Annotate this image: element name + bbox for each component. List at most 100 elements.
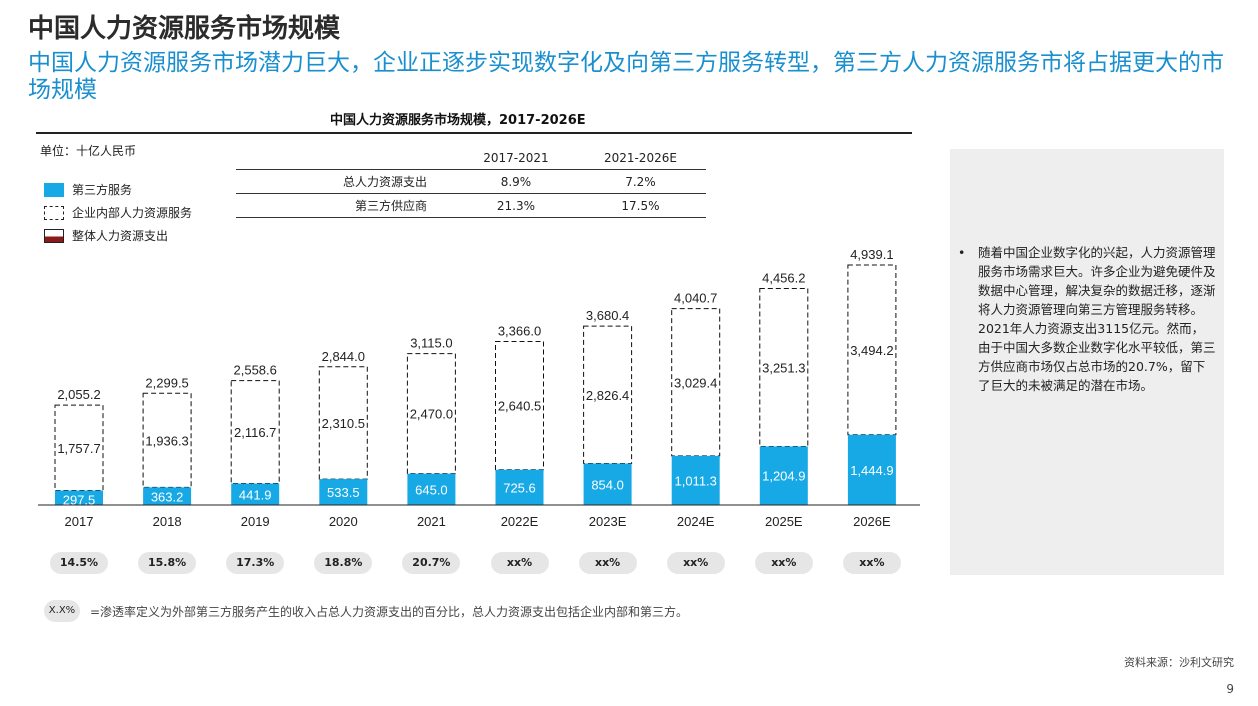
bar-internal <box>406 353 456 475</box>
page-subtitle: 中国人力资源服务市场潜力巨大，企业正逐步实现数字化及向第三方服务转型，第三方人力… <box>28 50 1224 103</box>
bar-internal <box>142 392 192 488</box>
total-value-label: 3,366.0 <box>498 323 541 338</box>
penetration-pill: xx% <box>754 552 813 574</box>
chart-title: 中国人力资源服务市场规模，2017-2026E <box>330 113 586 128</box>
commentary-panel <box>950 149 1224 575</box>
legend-label: 企业内部人力资源服务 <box>72 206 193 220</box>
cagr-cell: 21.3% <box>496 198 535 213</box>
internal-value-label: 3,251.3 <box>762 360 805 375</box>
bar-third-party <box>319 479 368 505</box>
bar-third-party <box>671 455 720 505</box>
third-party-value-label: 441.9 <box>239 487 272 502</box>
cagr-row-label: 总人力资源支出 <box>342 175 427 189</box>
third-party-value-label: 725.6 <box>503 480 536 495</box>
chart-legend: 第三方服务 企业内部人力资源服务 整体人力资源支出 <box>44 178 192 247</box>
bar-internal <box>54 404 104 492</box>
penetration-pill: xx% <box>666 552 725 574</box>
bar-third-party <box>583 463 632 505</box>
cagr-row-label: 第三方供应商 <box>354 199 427 213</box>
cagr-header: 2017-2021 <box>483 150 549 165</box>
total-value-label: 4,040.7 <box>674 291 717 306</box>
stacked-bar-chart: 2,055.2 1,757.7 297.5 2017 2,299.5 1,936.3 363… <box>38 247 920 529</box>
total-value-label: 3,680.4 <box>586 308 629 323</box>
cagr-cell: 7.2% <box>625 174 656 189</box>
total-value-label: 3,115.0 <box>410 336 452 351</box>
bar-internal <box>671 308 721 457</box>
internal-value-label: 2,470.0 <box>410 407 453 422</box>
total-value-label: 4,939.1 <box>850 247 893 262</box>
total-value-label: 2,844.0 <box>322 349 365 364</box>
internal-value-label: 3,029.4 <box>674 375 717 390</box>
x-tick-label: 2024E <box>677 514 715 529</box>
third-party-value-label: 297.5 <box>63 493 96 508</box>
total-value-label: 4,456.2 <box>762 270 805 285</box>
bar-third-party <box>231 483 280 505</box>
internal-value-label: 1,757.7 <box>57 441 100 456</box>
third-party-value-label: 854.0 <box>591 477 624 492</box>
x-tick-label: 2023E <box>589 514 627 529</box>
cagr-row: 总人力资源支出 8.9% 7.2% <box>236 170 706 194</box>
third-party-value-label: 645.0 <box>415 482 448 497</box>
penetration-pill: xx% <box>490 552 549 574</box>
x-tick-label: 2026E <box>853 514 891 529</box>
x-tick-label: 2022E <box>501 514 539 529</box>
penetration-pill: xx% <box>578 552 637 574</box>
x-tick-label: 2020 <box>329 514 358 529</box>
total-value-label: 2,055.2 <box>57 387 100 402</box>
third-party-value-label: 1,011.3 <box>674 473 716 488</box>
legend-item-third-party: 第三方服务 <box>44 178 192 201</box>
penetration-pill: 18.8% <box>314 552 373 574</box>
penetration-pill: 15.8% <box>138 552 197 574</box>
penetration-pill: 14.5% <box>50 552 108 574</box>
cagr-header: 2021-2026E <box>603 150 677 165</box>
legend-swatch <box>44 228 64 243</box>
cagr-cell: 17.5% <box>621 198 660 213</box>
third-party-value-label: 1,204.9 <box>762 469 805 484</box>
third-party-value-label: 363.2 <box>151 489 184 504</box>
third-party-value-label: 1,444.9 <box>850 463 893 478</box>
penetration-pill: 20.7% <box>402 552 461 574</box>
internal-value-label: 2,826.4 <box>586 388 629 403</box>
bar-third-party <box>143 487 192 505</box>
page-title: 中国人力资源服务市场规模 <box>28 14 341 44</box>
commentary-body: 随着中国企业数字化的兴起，人力资源管理服务市场需求巨大。许多企业为避免硬件及数据… <box>978 245 1216 393</box>
total-value-label: 2,299.5 <box>145 375 188 390</box>
bullet-icon: • <box>958 245 966 260</box>
cagr-header-row: 2017-2021 2021-2026E <box>236 146 706 170</box>
total-value-label: 2,558.6 <box>234 363 277 378</box>
third-party-value-label: 533.5 <box>327 485 360 500</box>
x-tick-label: 2018 <box>153 514 182 529</box>
x-tick-label: 2025E <box>765 514 803 529</box>
page-number: 9 <box>1226 682 1234 696</box>
internal-value-label: 3,494.2 <box>850 343 893 358</box>
penetration-pill: xx% <box>842 552 901 574</box>
internal-value-label: 1,936.3 <box>145 433 188 448</box>
x-tick-label: 2021 <box>417 514 446 529</box>
x-tick-label: 2017 <box>65 514 94 529</box>
title-divider <box>36 132 912 134</box>
bar-third-party <box>55 490 103 505</box>
commentary-text: • 随着中国企业数字化的兴起，人力资源管理服务市场需求巨大。许多企业为避免硬件及… <box>958 243 1216 395</box>
bar-third-party <box>407 473 456 505</box>
penetration-row: 14.5% 15.8% 17.3% 18.8% 20.7% xx% xx% xx% xx% xx% <box>0 552 940 576</box>
source-note: 资料来源：沙利文研究 <box>1124 656 1234 669</box>
internal-value-label: 2,116.7 <box>234 425 276 440</box>
legend-swatch <box>44 205 64 220</box>
penetration-pill: 17.3% <box>226 552 285 574</box>
cagr-table: 2017-2021 2021-2026E 总人力资源支出 8.9% 7.2% 第… <box>236 146 706 218</box>
legend-swatch <box>44 182 64 197</box>
bar-internal <box>230 380 280 485</box>
legend-label: 第三方服务 <box>72 183 133 197</box>
bar-third-party <box>759 446 808 505</box>
unit-label: 单位：十亿人民币 <box>40 144 137 158</box>
cagr-row: 第三方供应商 21.3% 17.5% <box>236 194 706 218</box>
bar-internal <box>759 287 809 447</box>
legend-label: 整体人力资源支出 <box>72 229 169 243</box>
bar-internal <box>495 340 544 471</box>
bar-third-party <box>847 434 896 505</box>
cagr-cell: 8.9% <box>500 174 532 189</box>
legend-item-total: 整体人力资源支出 <box>44 224 192 247</box>
footnote-text: =渗透率定义为外部第三方服务产生的收入占总人力资源支出的百分比，总人力资源支出包… <box>90 605 689 619</box>
footnote-badge: X.X% <box>44 600 80 622</box>
internal-value-label: 2,640.5 <box>498 399 541 414</box>
